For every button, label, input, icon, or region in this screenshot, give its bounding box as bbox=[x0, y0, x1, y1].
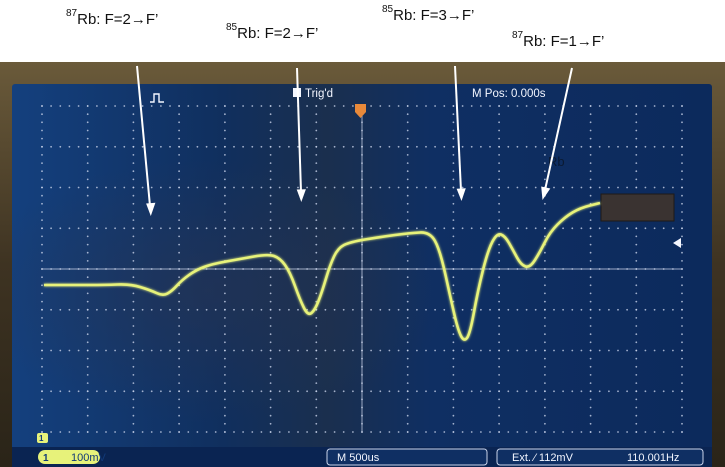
horizontal-position: M Pos: 0.000s bbox=[472, 88, 546, 100]
channel-number: 1 bbox=[43, 453, 49, 464]
covered-region bbox=[600, 193, 675, 222]
label-85rb-f3: 85Rb: F=3→F’ bbox=[382, 4, 475, 24]
arrow-87rb-f1 bbox=[541, 67, 573, 200]
graticule bbox=[41, 105, 683, 433]
channel-ground-marker: 1 bbox=[37, 433, 48, 443]
annotation-arrows bbox=[136, 65, 573, 216]
channel-1-badge bbox=[38, 450, 100, 464]
label-85rb-f2: 85Rb: F=2→F’ bbox=[226, 22, 319, 42]
label-87rb-f2: 87Rb: F=2→F’ bbox=[66, 8, 159, 28]
absorption-trace bbox=[44, 201, 601, 341]
label-87rb-f1: 87Rb: F=1→F’ bbox=[512, 30, 605, 50]
svg-text:1: 1 bbox=[39, 434, 44, 443]
arrow-87rb-f2 bbox=[136, 65, 156, 216]
arrow-85rb-f3 bbox=[454, 65, 466, 201]
trigger-status: Trig'd bbox=[305, 88, 333, 100]
timebase: M 500us bbox=[337, 452, 380, 464]
trigger-position-marker bbox=[355, 104, 366, 118]
annotation-band bbox=[0, 0, 725, 62]
trigger-pulse-icon bbox=[150, 93, 164, 103]
level-marker-arrow bbox=[673, 238, 681, 248]
readout-bar: 1 100mV M 500us Ext. ⁄ 112mV 110.001Hz bbox=[12, 447, 712, 467]
arrow-85rb-f2 bbox=[296, 67, 306, 202]
channel-scale: 100mV bbox=[71, 452, 107, 464]
trigger-level: Ext. ⁄ 112mV bbox=[512, 452, 574, 464]
trigger-frequency: 110.001Hz bbox=[627, 452, 679, 464]
